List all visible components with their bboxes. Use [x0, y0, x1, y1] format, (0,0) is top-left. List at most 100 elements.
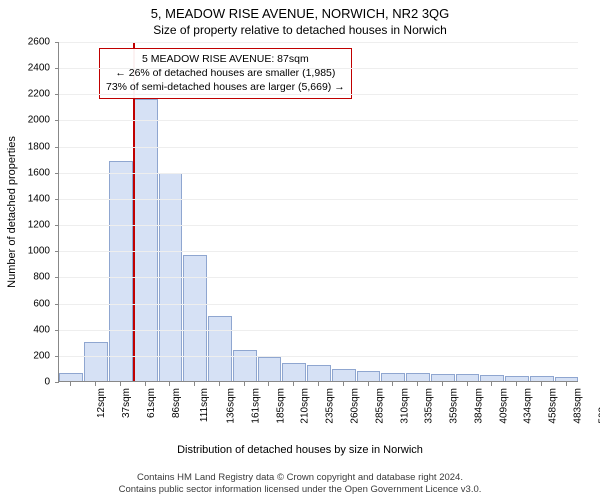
x-tick-mark: [120, 382, 121, 386]
histogram-bar: [456, 374, 480, 381]
x-tick-mark: [566, 382, 567, 386]
gridline: [59, 94, 578, 95]
x-tick-mark: [318, 382, 319, 386]
gridline: [59, 251, 578, 252]
y-tick-label: 2600: [0, 37, 50, 48]
y-tick-label: 400: [0, 324, 50, 335]
x-tick-mark: [95, 382, 96, 386]
histogram-bar: [505, 376, 529, 381]
x-tick-mark: [70, 382, 71, 386]
x-tick-mark: [541, 382, 542, 386]
x-tick-label: 37sqm: [121, 388, 132, 418]
x-tick-label: 285sqm: [374, 388, 385, 424]
histogram-bar: [530, 376, 554, 381]
gridline: [59, 120, 578, 121]
x-tick-label: 12sqm: [96, 388, 107, 418]
y-tick-mark: [55, 330, 59, 331]
histogram-bar: [233, 350, 257, 381]
x-tick-label: 136sqm: [226, 388, 237, 424]
y-tick-label: 1400: [0, 193, 50, 204]
y-tick-label: 1800: [0, 141, 50, 152]
x-tick-mark: [392, 382, 393, 386]
x-tick-label: 384sqm: [473, 388, 484, 424]
y-tick-label: 200: [0, 350, 50, 361]
x-tick-label: 210sqm: [300, 388, 311, 424]
x-tick-label: 483sqm: [572, 388, 583, 424]
x-tick-mark: [219, 382, 220, 386]
x-tick-mark: [169, 382, 170, 386]
chart-title: 5, MEADOW RISE AVENUE, NORWICH, NR2 3QG: [0, 0, 600, 21]
histogram-bar: [134, 99, 158, 381]
histogram-bar: [258, 357, 282, 381]
chart-subtitle: Size of property relative to detached ho…: [0, 21, 600, 37]
x-tick-mark: [268, 382, 269, 386]
y-tick-mark: [55, 225, 59, 226]
x-tick-mark: [467, 382, 468, 386]
x-tick-label: 335sqm: [424, 388, 435, 424]
histogram-bar: [332, 369, 356, 381]
gridline: [59, 173, 578, 174]
footer-line2: Contains public sector information licen…: [0, 484, 600, 496]
histogram-bar: [431, 374, 455, 381]
y-tick-mark: [55, 68, 59, 69]
gridline: [59, 68, 578, 69]
y-tick-mark: [55, 199, 59, 200]
x-tick-mark: [491, 382, 492, 386]
histogram-bar: [282, 363, 306, 381]
y-tick-label: 600: [0, 298, 50, 309]
x-tick-label: 235sqm: [325, 388, 336, 424]
footer-text: Contains HM Land Registry data © Crown c…: [0, 472, 600, 496]
chart-container: 5, MEADOW RISE AVENUE, NORWICH, NR2 3QG …: [0, 0, 600, 500]
histogram-bar: [183, 255, 207, 381]
y-tick-label: 1600: [0, 167, 50, 178]
histogram-bar: [555, 377, 579, 381]
x-tick-mark: [417, 382, 418, 386]
y-tick-mark: [55, 42, 59, 43]
y-tick-mark: [55, 356, 59, 357]
histogram-bar: [381, 373, 405, 382]
y-tick-label: 800: [0, 272, 50, 283]
x-tick-mark: [368, 382, 369, 386]
x-tick-label: 409sqm: [498, 388, 509, 424]
y-axis-ticks: 0200400600800100012001400160018002000220…: [0, 42, 54, 382]
x-axis-label: Distribution of detached houses by size …: [0, 444, 600, 456]
y-tick-mark: [55, 173, 59, 174]
histogram-bar: [307, 365, 331, 381]
y-tick-label: 0: [0, 377, 50, 388]
x-tick-label: 458sqm: [548, 388, 559, 424]
gridline: [59, 330, 578, 331]
x-tick-mark: [194, 382, 195, 386]
x-tick-mark: [293, 382, 294, 386]
y-tick-label: 2400: [0, 63, 50, 74]
x-tick-label: 260sqm: [350, 388, 361, 424]
x-tick-label: 434sqm: [523, 388, 534, 424]
annotation-box: 5 MEADOW RISE AVENUE: 87sqm ← 26% of det…: [99, 48, 352, 99]
x-tick-mark: [516, 382, 517, 386]
x-axis-ticks: 12sqm 37sqm 61sqm 86sqm 111sqm 136sqm 161sqm 18…: [58, 382, 578, 442]
gridline: [59, 147, 578, 148]
y-tick-label: 1200: [0, 220, 50, 231]
y-tick-mark: [55, 94, 59, 95]
x-tick-label: 111sqm: [200, 388, 211, 422]
x-tick-mark: [145, 382, 146, 386]
histogram-bar: [357, 371, 381, 381]
x-tick-mark: [244, 382, 245, 386]
histogram-bar: [109, 161, 133, 381]
x-tick-mark: [442, 382, 443, 386]
gridline: [59, 225, 578, 226]
plot-area: 5 MEADOW RISE AVENUE: 87sqm ← 26% of det…: [58, 42, 578, 382]
y-tick-mark: [55, 120, 59, 121]
histogram-bar: [84, 342, 108, 381]
footer-line1: Contains HM Land Registry data © Crown c…: [0, 472, 600, 484]
x-tick-label: 185sqm: [275, 388, 286, 424]
x-tick-label: 161sqm: [251, 388, 262, 424]
histogram-bar: [59, 373, 83, 381]
x-tick-label: 61sqm: [146, 388, 157, 418]
x-tick-label: 86sqm: [171, 388, 182, 418]
histogram-bar: [406, 373, 430, 381]
gridline: [59, 356, 578, 357]
y-tick-label: 2000: [0, 115, 50, 126]
gridline: [59, 199, 578, 200]
histogram-bar: [208, 316, 232, 381]
x-tick-mark: [343, 382, 344, 386]
